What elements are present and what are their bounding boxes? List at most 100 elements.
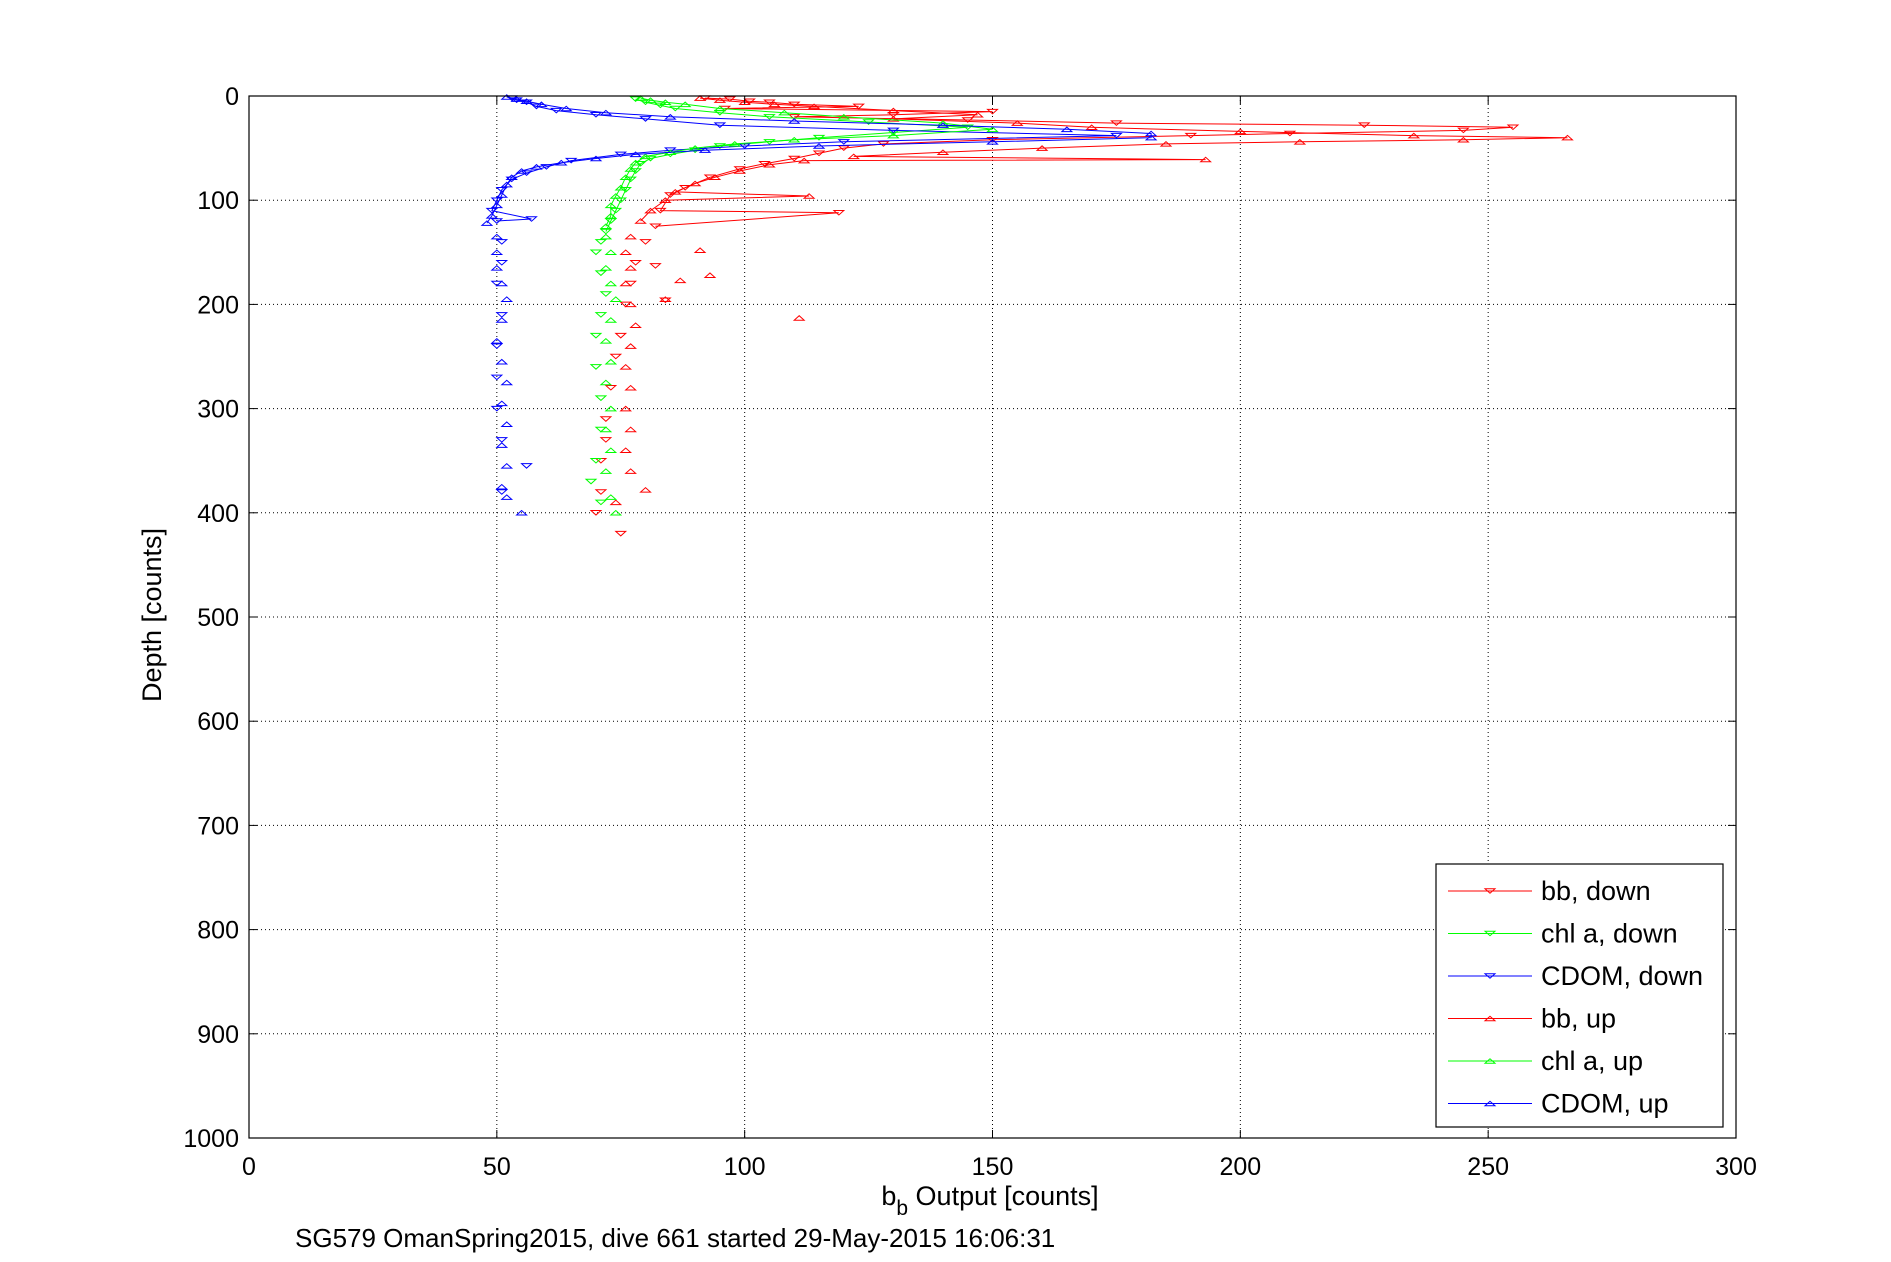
legend-marker xyxy=(1483,930,1497,937)
data-point xyxy=(738,99,751,106)
data-point xyxy=(1110,120,1123,127)
data-point xyxy=(1561,134,1574,141)
data-point xyxy=(510,96,523,102)
data-point xyxy=(599,223,613,229)
legend-label: CDOM, down xyxy=(1541,961,1703,991)
data-point xyxy=(639,486,652,493)
data-point xyxy=(1010,120,1024,126)
data-point xyxy=(495,317,509,323)
data-point xyxy=(738,143,751,149)
legend-marker xyxy=(1483,1058,1497,1064)
data-point xyxy=(619,280,633,287)
data-point xyxy=(832,209,846,216)
data-point xyxy=(619,249,633,256)
data-point xyxy=(1407,132,1421,139)
data-point xyxy=(624,426,637,433)
data-point xyxy=(604,494,618,500)
data-point xyxy=(733,168,747,174)
data-point xyxy=(797,157,811,164)
y-tick-label: 1000 xyxy=(183,1125,239,1153)
data-point xyxy=(584,478,598,485)
data-point xyxy=(837,139,851,145)
data-point xyxy=(778,109,791,116)
data-point xyxy=(490,233,504,240)
data-point xyxy=(614,332,628,339)
data-point xyxy=(520,99,533,106)
data-point xyxy=(698,147,712,153)
x-tick-label: 100 xyxy=(724,1153,766,1181)
legend-marker xyxy=(1483,973,1497,979)
data-point xyxy=(634,160,647,167)
data-point xyxy=(654,102,667,109)
data-point xyxy=(619,447,633,454)
data-point xyxy=(614,530,628,537)
series-line xyxy=(491,97,1117,222)
legend-marker xyxy=(1483,888,1497,894)
data-point xyxy=(668,188,682,195)
data-point xyxy=(609,353,623,360)
data-point xyxy=(812,150,826,157)
data-point xyxy=(609,499,623,506)
data-point xyxy=(495,280,509,287)
legend-box xyxy=(1435,863,1724,1128)
x-tick-label: 0 xyxy=(242,1153,256,1181)
data-point xyxy=(1506,124,1520,131)
x-tick-label: 250 xyxy=(1467,1153,1509,1181)
data-point xyxy=(787,101,801,108)
data-point xyxy=(693,95,707,101)
data-point xyxy=(495,442,509,448)
data-point xyxy=(812,143,826,149)
data-point xyxy=(763,114,776,120)
data-point xyxy=(609,509,623,516)
data-point xyxy=(604,385,618,391)
data-point xyxy=(619,174,633,181)
data-point xyxy=(659,296,672,302)
data-point xyxy=(659,297,672,304)
data-point xyxy=(629,96,642,103)
data-point xyxy=(505,174,519,181)
data-point xyxy=(495,259,509,266)
data-point xyxy=(624,166,637,172)
legend-label: bb, up xyxy=(1541,1004,1616,1034)
axes-box xyxy=(248,95,1737,1139)
legend-marker xyxy=(1483,1015,1497,1022)
data-point xyxy=(1234,128,1247,135)
data-point xyxy=(763,99,776,106)
data-point xyxy=(480,220,494,226)
data-point xyxy=(614,184,628,191)
legend: bb, down chl a, down CDOM, down bb, up chl a… xyxy=(1435,863,1724,1128)
data-point xyxy=(1085,124,1098,131)
data-point xyxy=(490,265,504,271)
data-point xyxy=(644,207,657,214)
y-tick-label: 200 xyxy=(197,291,239,319)
data-point xyxy=(530,163,543,170)
data-point xyxy=(540,164,553,170)
x-tick-label: 150 xyxy=(972,1153,1014,1181)
data-point xyxy=(713,105,727,112)
data-point xyxy=(971,111,984,118)
data-point xyxy=(787,114,801,120)
data-point xyxy=(495,437,509,443)
data-point xyxy=(609,193,623,199)
data-point xyxy=(520,463,533,469)
data-point xyxy=(589,249,603,256)
data-point xyxy=(589,457,603,464)
data-point xyxy=(495,358,509,365)
data-point xyxy=(787,136,801,143)
series-cdom-down xyxy=(485,95,1123,495)
data-point xyxy=(599,291,613,297)
series-line xyxy=(655,97,1514,227)
data-point xyxy=(733,166,747,172)
data-point xyxy=(1110,132,1123,139)
data-point xyxy=(1144,134,1158,141)
data-point xyxy=(664,192,677,198)
data-point xyxy=(589,364,603,370)
data-point xyxy=(604,249,618,256)
y-tick-label: 800 xyxy=(197,917,239,945)
data-point xyxy=(599,337,613,344)
data-point xyxy=(599,233,613,240)
data-point xyxy=(609,207,623,214)
data-point xyxy=(1199,156,1212,163)
y-axis-label: Depth [counts] xyxy=(137,528,167,702)
x-axis-label: bb Output [counts] xyxy=(881,1181,1098,1220)
